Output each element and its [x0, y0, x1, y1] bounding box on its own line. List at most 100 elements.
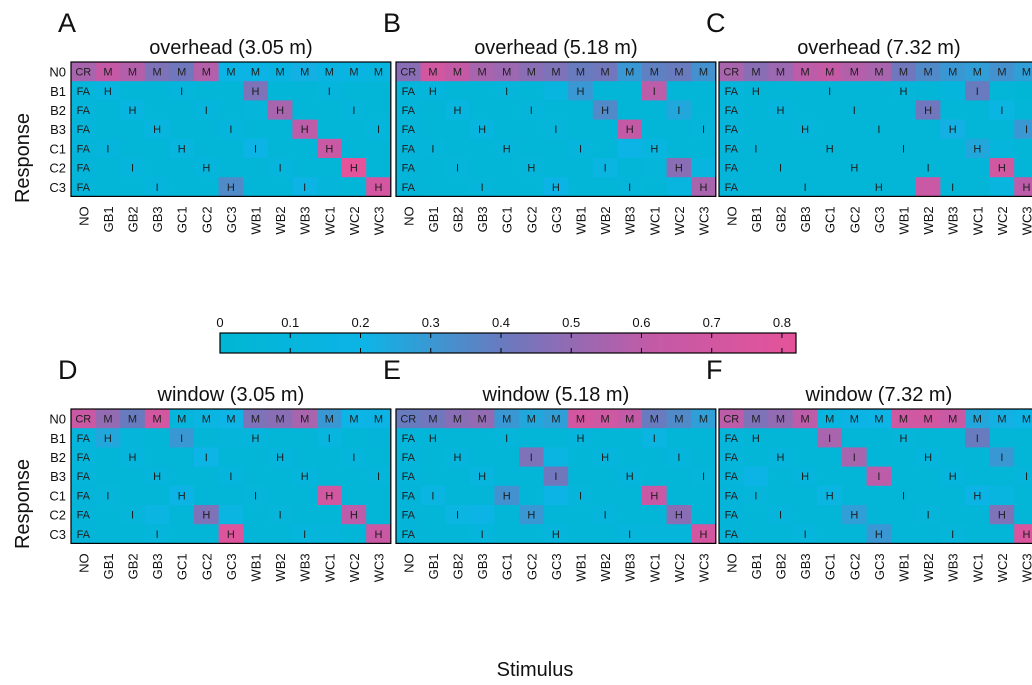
heatmap-cell [891, 177, 917, 197]
heatmap-cell [420, 100, 446, 121]
cell-label: H [850, 510, 858, 522]
heatmap-cell [194, 409, 220, 429]
cell-label: H [626, 471, 634, 483]
heatmap-cell [95, 409, 121, 429]
cell-label: FA [77, 124, 91, 136]
heatmap-cell [866, 447, 892, 468]
heatmap-cell [445, 485, 471, 506]
heatmap-cell [940, 177, 966, 197]
cell-label: H [454, 452, 462, 464]
cell-label: H [429, 433, 437, 445]
cell-label: H [104, 86, 112, 98]
cell-label: M [801, 67, 810, 79]
heatmap-cell [940, 62, 966, 82]
heatmap-cell [891, 158, 917, 178]
heatmap-cell [144, 119, 170, 140]
cell-label: I [1025, 124, 1028, 136]
cell-label: I [951, 529, 954, 541]
heatmap-cell [445, 177, 471, 197]
heatmap-cell [989, 505, 1015, 525]
heatmap-cell [120, 505, 146, 525]
panel-frame [395, 61, 717, 197]
heatmap-cell [218, 100, 244, 121]
cell-label: I [530, 452, 533, 464]
heatmap-cell [817, 447, 843, 468]
heatmap-cell [292, 485, 318, 506]
heatmap-cell [194, 81, 220, 101]
heatmap-cell [243, 62, 269, 82]
heatmap-cell [792, 158, 818, 178]
cell-label: M [997, 67, 1006, 79]
cell-label: M [825, 414, 834, 426]
cell-label: I [156, 182, 159, 194]
heatmap-cell [592, 81, 618, 101]
heatmap-cell [965, 505, 991, 525]
cell-label: CR [723, 67, 739, 79]
heatmap-cell [965, 119, 991, 140]
cell-label: H [850, 163, 858, 175]
heatmap-cell [568, 466, 594, 487]
cell-label: M [128, 67, 137, 79]
x-tick-label: GC3 [549, 553, 564, 580]
panel-frame [70, 61, 392, 197]
cell-label: I [352, 105, 355, 117]
cell-label: I [877, 471, 880, 483]
heatmap-cell [842, 81, 868, 101]
heatmap-cell [292, 466, 318, 487]
cell-label: M [899, 67, 908, 79]
heatmap-cell [1014, 62, 1032, 82]
heatmap-cell [396, 177, 422, 197]
heatmap-cell [666, 466, 692, 487]
panel-title: overhead (3.05 m) [149, 37, 312, 59]
heatmap-cell [1014, 428, 1032, 448]
cell-label: M [251, 414, 260, 426]
heatmap-cell [891, 62, 917, 82]
cell-label: M [502, 414, 511, 426]
heatmap-cell [317, 485, 343, 506]
heatmap-cell [768, 485, 794, 506]
heatmap-cell [95, 447, 121, 468]
heatmap-cell [194, 62, 220, 82]
heatmap-cell [989, 524, 1015, 544]
heatmap-cell [292, 158, 318, 178]
cell-label: H [700, 529, 708, 541]
heatmap-cell [866, 62, 892, 82]
heatmap-cell [666, 62, 692, 82]
heatmap-cell [691, 428, 717, 448]
heatmap-cell [842, 138, 868, 159]
heatmap-cell [642, 100, 668, 121]
heatmap-cell [267, 62, 293, 82]
heatmap-cell [891, 428, 917, 448]
heatmap-cell [243, 138, 269, 159]
heatmap-cell [842, 485, 868, 506]
x-tick-label: GB2 [774, 553, 789, 579]
x-tick-label: GC1 [175, 206, 190, 233]
heatmap-cell [243, 447, 269, 468]
panel-frame [718, 408, 1032, 544]
cell-label: M [374, 414, 383, 426]
heatmap-cell [940, 428, 966, 448]
cell-label: M [202, 67, 211, 79]
heatmap-cell [915, 158, 941, 178]
heatmap-cell [243, 485, 269, 506]
x-tick-label: WB2 [598, 206, 613, 234]
cell-label: H [998, 510, 1006, 522]
heatmap-cell [817, 81, 843, 101]
cell-label: H [276, 452, 284, 464]
heatmap-cell [469, 524, 495, 544]
heatmap-cell [842, 177, 868, 197]
cell-label: I [653, 86, 656, 98]
x-tick-label: GB1 [426, 206, 441, 232]
cell-label: M [699, 67, 708, 79]
cell-label: H [503, 143, 511, 155]
heatmap-cell [144, 81, 170, 101]
heatmap-cell [691, 158, 717, 178]
heatmap-cell [71, 524, 97, 544]
heatmap-cell [292, 505, 318, 525]
heatmap-cell [743, 158, 769, 178]
cell-label: FA [77, 86, 91, 98]
heatmap-cell [519, 119, 545, 140]
heatmap-cell [243, 177, 269, 197]
x-tick-label: WC3 [697, 206, 712, 235]
